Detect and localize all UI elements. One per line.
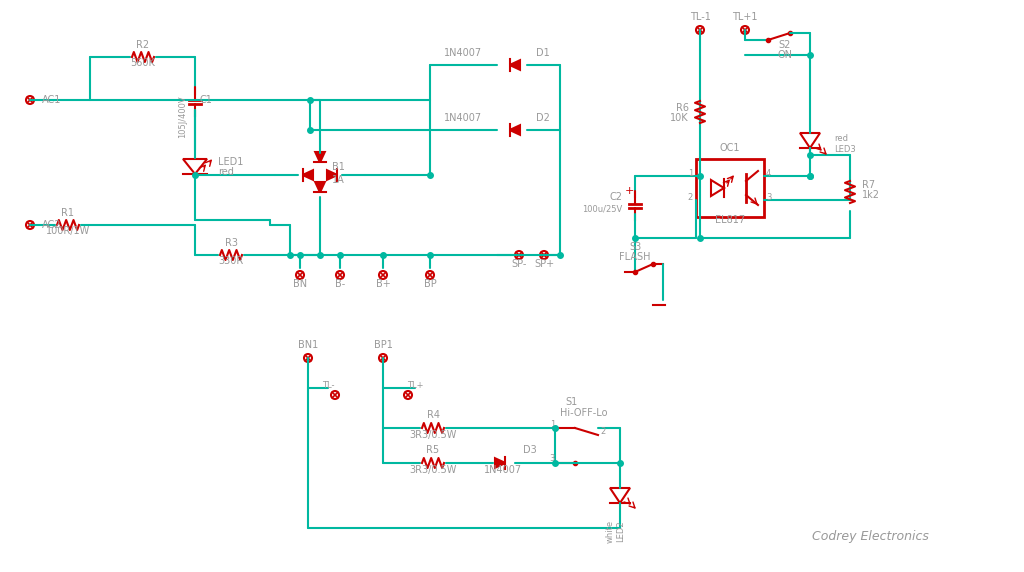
Text: FLASH: FLASH: [620, 252, 650, 262]
Text: 560K: 560K: [131, 58, 156, 68]
Text: LED2: LED2: [616, 520, 626, 542]
Text: white: white: [605, 520, 614, 543]
Text: 1N4007: 1N4007: [444, 48, 482, 58]
Text: LED1: LED1: [218, 157, 244, 167]
Text: BP1: BP1: [374, 340, 392, 350]
Text: 4: 4: [766, 169, 771, 178]
Text: S1: S1: [565, 397, 578, 407]
Text: BN: BN: [293, 279, 307, 289]
Text: BP: BP: [424, 279, 436, 289]
Text: 3: 3: [550, 454, 555, 463]
Polygon shape: [495, 458, 506, 468]
Text: R2: R2: [136, 40, 150, 50]
Text: Codrey Electronics: Codrey Electronics: [812, 530, 929, 543]
Text: 1: 1: [550, 420, 555, 429]
Polygon shape: [510, 125, 520, 135]
Text: TL-1: TL-1: [689, 12, 711, 22]
Text: 1N4007: 1N4007: [484, 465, 522, 475]
Text: B-: B-: [335, 279, 345, 289]
Text: OC1: OC1: [720, 143, 740, 153]
Text: 1A: 1A: [332, 175, 345, 185]
Text: 3R3/0.5W: 3R3/0.5W: [410, 430, 457, 440]
Text: SP-: SP-: [511, 259, 526, 269]
Text: AC2: AC2: [42, 220, 61, 230]
Text: SP+: SP+: [534, 259, 554, 269]
Text: S2: S2: [779, 40, 792, 50]
Text: R1: R1: [61, 208, 75, 218]
Polygon shape: [315, 152, 325, 162]
Text: +: +: [625, 186, 634, 196]
Text: TL-: TL-: [322, 381, 334, 390]
Text: TL+1: TL+1: [732, 12, 758, 22]
Text: ON: ON: [777, 50, 793, 60]
Text: 100u/25V: 100u/25V: [582, 205, 622, 214]
Text: S3: S3: [629, 242, 641, 252]
Text: R7: R7: [862, 180, 876, 190]
Text: D2: D2: [536, 113, 550, 123]
Text: LED3: LED3: [834, 145, 856, 154]
Text: D1: D1: [537, 48, 550, 58]
Text: C1: C1: [200, 95, 213, 105]
Text: red: red: [218, 167, 233, 177]
Text: R5: R5: [426, 445, 439, 455]
Text: 10K: 10K: [671, 113, 689, 123]
Polygon shape: [510, 60, 520, 70]
Text: BN1: BN1: [298, 340, 318, 350]
Text: TL+: TL+: [407, 381, 423, 390]
Text: B+: B+: [376, 279, 390, 289]
Text: red: red: [834, 134, 848, 143]
Polygon shape: [303, 170, 313, 180]
Text: 1N4007: 1N4007: [444, 113, 482, 123]
Text: EL817: EL817: [715, 215, 745, 225]
Text: B1: B1: [332, 162, 345, 172]
Polygon shape: [315, 182, 325, 192]
Text: 1k2: 1k2: [862, 190, 880, 200]
Text: 3: 3: [766, 193, 771, 202]
Text: 100R/1W: 100R/1W: [46, 226, 90, 236]
Text: AC1: AC1: [42, 95, 61, 105]
Text: C2: C2: [609, 192, 622, 202]
Text: 2: 2: [688, 193, 693, 202]
Polygon shape: [327, 170, 337, 180]
Text: R6: R6: [676, 103, 689, 113]
Text: D3: D3: [523, 445, 537, 455]
Text: R4: R4: [427, 410, 439, 420]
Text: 2: 2: [600, 427, 605, 436]
Text: 105J/400V: 105J/400V: [178, 95, 187, 138]
Text: Hi-OFF-Lo: Hi-OFF-Lo: [560, 408, 607, 418]
Text: 330R: 330R: [218, 256, 244, 266]
Text: 3R3/0.5W: 3R3/0.5W: [410, 465, 457, 475]
Text: 1: 1: [688, 169, 693, 178]
Text: R3: R3: [224, 238, 238, 248]
